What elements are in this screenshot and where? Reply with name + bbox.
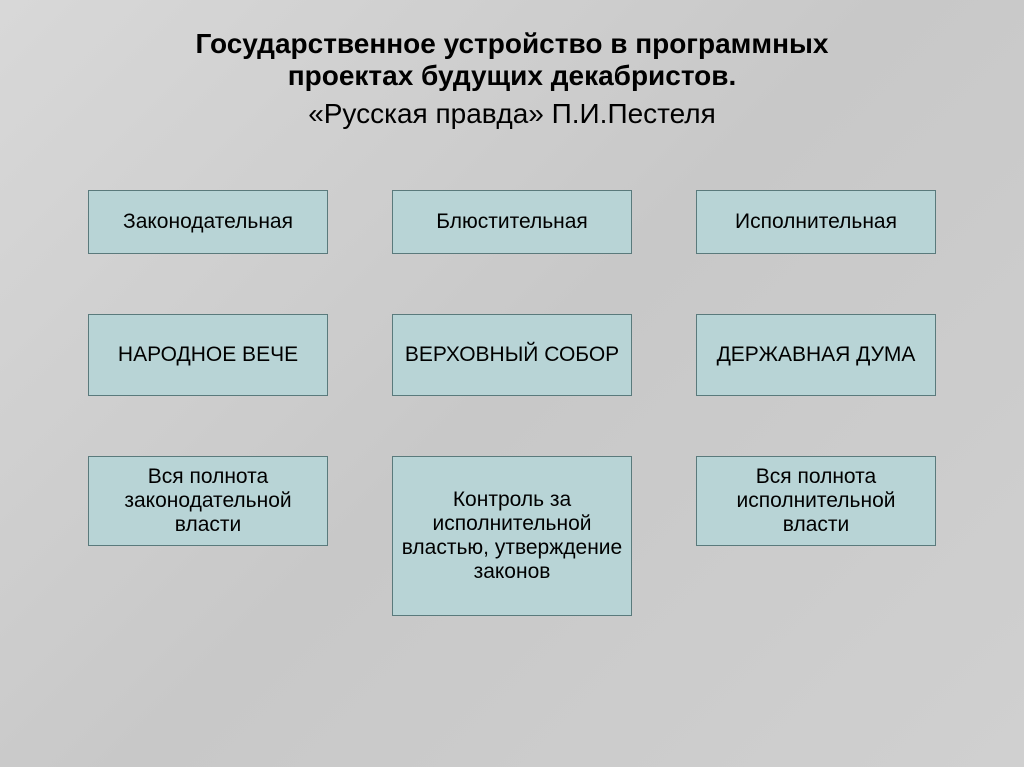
box-label: Контроль за исполнительной властью, утве…	[401, 488, 623, 584]
title-line1: Государственное устройство в программных	[40, 28, 984, 60]
box-executive-branch: Исполнительная	[696, 190, 936, 254]
title-line2: проектах будущих декабристов.	[40, 60, 984, 92]
box-label: Блюстительная	[436, 210, 588, 234]
box-supervisory-branch: Блюстительная	[392, 190, 632, 254]
title-block: Государственное устройство в программных…	[40, 28, 984, 130]
subtitle: «Русская правда» П.И.Пестеля	[40, 98, 984, 130]
box-label: НАРОДНОЕ ВЕЧЕ	[118, 343, 298, 367]
box-verkhovny-sobor: ВЕРХОВНЫЙ СОБОР	[392, 314, 632, 396]
box-label: ВЕРХОВНЫЙ СОБОР	[405, 343, 619, 367]
box-label: Законодательная	[123, 210, 293, 234]
box-legislative-branch: Законодательная	[88, 190, 328, 254]
box-label: ДЕРЖАВНАЯ ДУМА	[717, 343, 916, 367]
box-legislative-power: Вся полнота законодательной власти	[88, 456, 328, 546]
box-label: Вся полнота законодательной власти	[97, 465, 319, 537]
box-executive-power: Вся полнота исполнительной власти	[696, 456, 936, 546]
diagram-grid: Законодательная Блюстительная Исполнител…	[40, 190, 984, 616]
box-label: Вся полнота исполнительной власти	[705, 465, 927, 537]
box-narodnoe-veche: НАРОДНОЕ ВЕЧЕ	[88, 314, 328, 396]
box-derzhavnaya-duma: ДЕРЖАВНАЯ ДУМА	[696, 314, 936, 396]
box-control-executive: Контроль за исполнительной властью, утве…	[392, 456, 632, 616]
box-label: Исполнительная	[735, 210, 897, 234]
